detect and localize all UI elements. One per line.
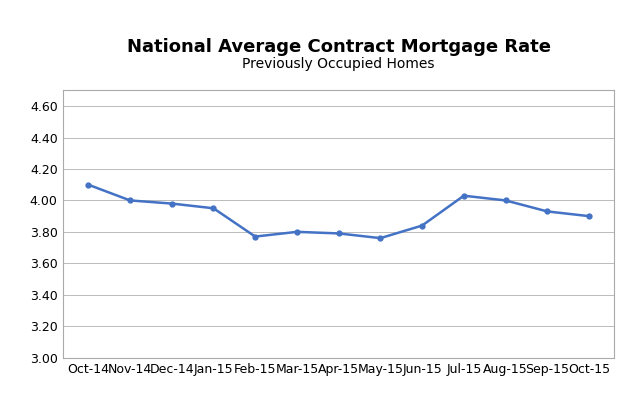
Title: National Average Contract Mortgage Rate: National Average Contract Mortgage Rate xyxy=(127,37,551,55)
Text: Previously Occupied Homes: Previously Occupied Homes xyxy=(242,57,435,71)
